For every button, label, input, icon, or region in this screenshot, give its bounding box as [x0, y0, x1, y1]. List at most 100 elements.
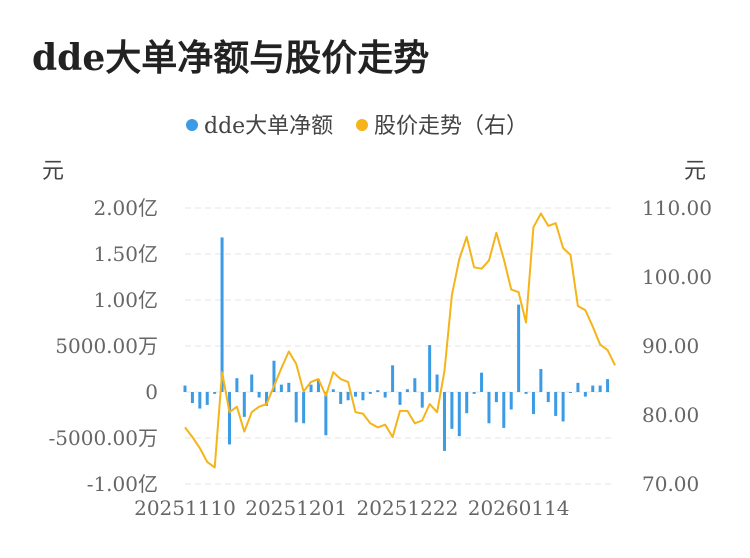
price-point[interactable]: [190, 435, 194, 439]
price-point[interactable]: [554, 221, 558, 225]
dde-bar[interactable]: [405, 389, 409, 392]
dde-bar[interactable]: [235, 378, 239, 392]
dde-bar[interactable]: [361, 392, 365, 401]
price-point[interactable]: [509, 287, 513, 291]
price-point[interactable]: [591, 325, 595, 329]
price-point[interactable]: [242, 430, 246, 434]
dde-bar[interactable]: [450, 392, 454, 429]
price-point[interactable]: [354, 410, 358, 414]
dde-bar[interactable]: [339, 392, 343, 404]
price-point[interactable]: [302, 390, 306, 394]
price-point[interactable]: [324, 394, 328, 398]
price-point[interactable]: [539, 212, 543, 216]
price-point[interactable]: [220, 370, 224, 374]
dde-bar[interactable]: [398, 392, 402, 405]
dde-bar[interactable]: [354, 392, 358, 397]
dde-bar[interactable]: [279, 384, 283, 392]
dde-bar[interactable]: [457, 392, 461, 437]
price-point[interactable]: [391, 435, 395, 439]
dde-bar[interactable]: [309, 384, 313, 392]
price-point[interactable]: [413, 421, 417, 425]
dde-bar[interactable]: [205, 392, 209, 405]
dde-bar[interactable]: [531, 392, 535, 415]
dde-bar[interactable]: [598, 385, 602, 392]
dde-bar[interactable]: [413, 378, 417, 392]
dde-bar[interactable]: [591, 385, 595, 392]
dde-bar[interactable]: [294, 392, 298, 423]
dde-bar[interactable]: [524, 392, 528, 394]
dde-bar[interactable]: [391, 365, 395, 392]
price-point[interactable]: [250, 410, 254, 414]
dde-bar[interactable]: [250, 374, 254, 392]
dde-bar[interactable]: [346, 392, 350, 401]
price-point[interactable]: [361, 412, 365, 416]
price-point[interactable]: [279, 366, 283, 370]
dde-bar[interactable]: [442, 392, 446, 451]
dde-bar[interactable]: [465, 392, 469, 414]
price-point[interactable]: [257, 405, 261, 409]
dde-bar[interactable]: [190, 392, 194, 404]
dde-bar[interactable]: [546, 392, 550, 403]
price-point[interactable]: [561, 246, 565, 250]
price-point[interactable]: [531, 225, 535, 229]
dde-bar[interactable]: [517, 304, 521, 392]
dde-bar[interactable]: [428, 345, 432, 392]
dde-bar[interactable]: [324, 392, 328, 436]
price-point[interactable]: [569, 253, 573, 257]
dde-bar[interactable]: [213, 392, 217, 394]
price-point[interactable]: [442, 369, 446, 373]
dde-bar[interactable]: [561, 392, 565, 422]
dde-bar[interactable]: [435, 374, 439, 392]
dde-bar[interactable]: [502, 392, 506, 428]
dde-bar[interactable]: [606, 379, 610, 392]
price-point[interactable]: [457, 257, 461, 261]
price-point[interactable]: [502, 257, 506, 261]
price-point[interactable]: [472, 265, 476, 269]
price-point[interactable]: [235, 405, 239, 409]
dde-bar[interactable]: [220, 237, 224, 392]
price-point[interactable]: [606, 348, 610, 352]
dde-bar[interactable]: [576, 382, 580, 392]
dde-bar[interactable]: [569, 392, 573, 393]
dde-bar[interactable]: [316, 379, 320, 392]
price-point[interactable]: [346, 380, 350, 384]
dde-bar[interactable]: [583, 392, 587, 397]
price-point[interactable]: [227, 410, 231, 414]
dde-bar[interactable]: [554, 392, 558, 416]
price-point[interactable]: [213, 465, 217, 469]
price-point[interactable]: [598, 343, 602, 347]
price-point[interactable]: [316, 377, 320, 381]
price-point[interactable]: [613, 363, 617, 367]
dde-bar[interactable]: [302, 392, 306, 424]
price-point[interactable]: [420, 419, 424, 423]
price-point[interactable]: [494, 231, 498, 235]
dde-bar[interactable]: [509, 392, 513, 410]
price-point[interactable]: [450, 293, 454, 297]
price-point[interactable]: [487, 258, 491, 262]
price-point[interactable]: [383, 423, 387, 427]
price-point[interactable]: [368, 421, 372, 425]
price-point[interactable]: [183, 425, 187, 429]
dde-bar[interactable]: [539, 369, 543, 392]
price-point[interactable]: [265, 402, 269, 406]
dde-bar[interactable]: [420, 392, 424, 408]
price-point[interactable]: [524, 321, 528, 325]
dde-bar[interactable]: [183, 385, 187, 392]
price-point[interactable]: [583, 308, 587, 312]
price-point[interactable]: [465, 235, 469, 239]
price-point[interactable]: [339, 377, 343, 381]
price-point[interactable]: [435, 410, 439, 414]
price-point[interactable]: [480, 267, 484, 271]
price-point[interactable]: [398, 409, 402, 413]
dde-bar[interactable]: [383, 392, 387, 398]
dde-bar[interactable]: [242, 392, 246, 417]
price-point[interactable]: [309, 380, 313, 384]
dde-bar[interactable]: [331, 389, 335, 392]
price-point[interactable]: [517, 290, 521, 294]
price-point[interactable]: [376, 425, 380, 429]
dde-bar[interactable]: [265, 392, 269, 406]
dde-bar[interactable]: [376, 390, 380, 392]
price-point[interactable]: [272, 384, 276, 388]
dde-bar[interactable]: [257, 392, 261, 398]
price-point[interactable]: [294, 362, 298, 366]
